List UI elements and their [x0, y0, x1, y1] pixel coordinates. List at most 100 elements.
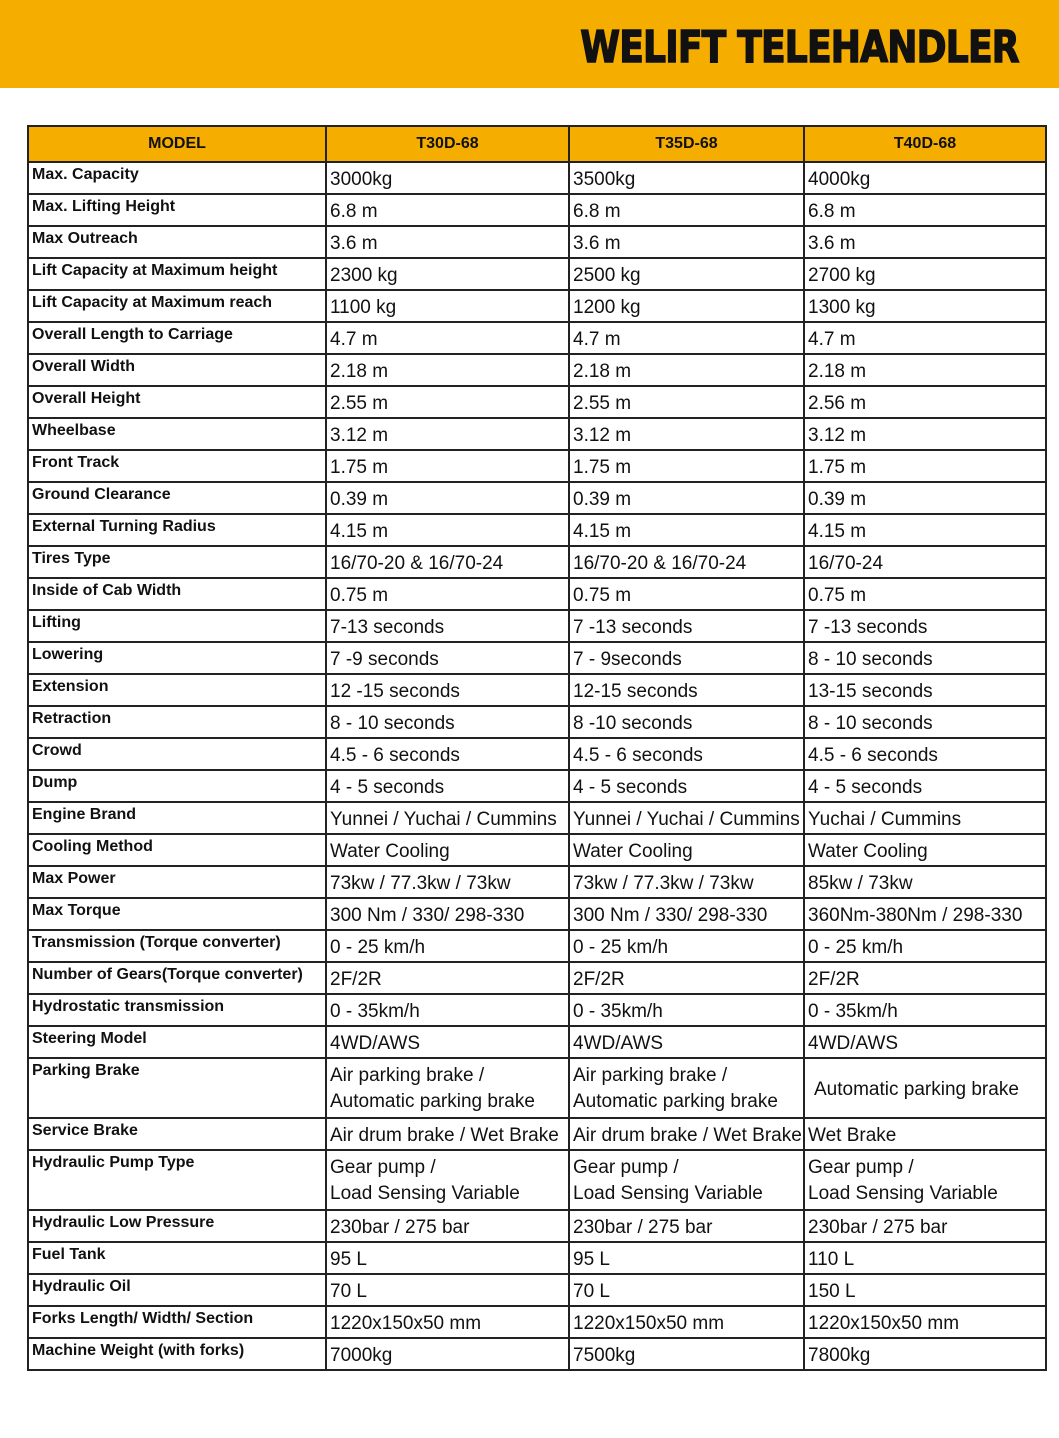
- table-row: Ground Clearance 0.39 m 0.39 m 0.39 m: [27, 481, 1047, 515]
- row-label: Overall Length to Carriage: [27, 321, 327, 355]
- cell-value: 85kw / 73kw: [803, 865, 1047, 899]
- cell-value: 7 -9 seconds: [325, 641, 570, 675]
- cell-value: 300 Nm / 330/ 298-330: [568, 897, 805, 931]
- spec-table: MODEL T30D-68 T35D-68 T40D-68 Max. Capac…: [27, 125, 1047, 1371]
- cell-value: 7-13 seconds: [325, 609, 570, 643]
- cell-value: 3.12 m: [325, 417, 570, 451]
- row-label: Lift Capacity at Maximum reach: [27, 289, 327, 323]
- cell-value: 8 - 10 seconds: [803, 705, 1047, 739]
- row-label: Max Torque: [27, 897, 327, 931]
- table-row: Transmission (Torque converter) 0 - 25 km…: [27, 929, 1047, 963]
- cell-value: 4.7 m: [325, 321, 570, 355]
- cell-value: 230bar / 275 bar: [325, 1209, 570, 1243]
- cell-value: 4.15 m: [568, 513, 805, 547]
- cell-value: 13-15 seconds: [803, 673, 1047, 707]
- cell-value: 8 -10 seconds: [568, 705, 805, 739]
- header-t30d: T30D-68: [325, 125, 570, 163]
- cell-value: Gear pump / Load Sensing Variable: [803, 1149, 1047, 1211]
- cell-value: 2300 kg: [325, 257, 570, 291]
- cell-value: 3.12 m: [803, 417, 1047, 451]
- cell-value: 6.8 m: [568, 193, 805, 227]
- cell-value: 4.5 - 6 seconds: [568, 737, 805, 771]
- cell-value: 73kw / 77.3kw / 73kw: [325, 865, 570, 899]
- row-label: Front Track: [27, 449, 327, 483]
- header-t40d: T40D-68: [803, 125, 1047, 163]
- row-label: Engine Brand: [27, 801, 327, 835]
- table-row: Max. Capacity 3000kg 3500kg 4000kg: [27, 161, 1047, 195]
- cell-value: 3.6 m: [803, 225, 1047, 259]
- cell-value: 1100 kg: [325, 289, 570, 323]
- cell-value: 3.6 m: [325, 225, 570, 259]
- cell-value: 1220x150x50 mm: [325, 1305, 570, 1339]
- cell-value: 16/70-24: [803, 545, 1047, 579]
- cell-value: 0 - 35km/h: [568, 993, 805, 1027]
- row-label: Fuel Tank: [27, 1241, 327, 1275]
- cell-value: 8 - 10 seconds: [803, 641, 1047, 675]
- row-label: Hydraulic Low Pressure: [27, 1209, 327, 1243]
- cell-value: 4.15 m: [325, 513, 570, 547]
- table-row: Parking Brake Air parking brake / Automati…: [27, 1057, 1047, 1119]
- cell-value: 300 Nm / 330/ 298-330: [325, 897, 570, 931]
- cell-value: 4.5 - 6 seconds: [325, 737, 570, 771]
- cell-value: 360Nm-380Nm / 298-330: [803, 897, 1047, 931]
- cell-value: Gear pump / Load Sensing Variable: [568, 1149, 805, 1211]
- cell-value: Water Cooling: [325, 833, 570, 867]
- cell-value: Air drum brake / Wet Brake: [325, 1117, 570, 1151]
- cell-value: 4 - 5 seconds: [325, 769, 570, 803]
- table-row: Front Track 1.75 m 1.75 m 1.75 m: [27, 449, 1047, 483]
- table-row: Tires Type 16/70-20 & 16/70-24 16/70-20 & …: [27, 545, 1047, 579]
- table-row: Service Brake Air drum brake / Wet Brake A…: [27, 1117, 1047, 1151]
- table-row: Hydrostatic transmission 0 - 35km/h 0 - 35…: [27, 993, 1047, 1027]
- cell-value: 0 - 25 km/h: [803, 929, 1047, 963]
- cell-value: 2700 kg: [803, 257, 1047, 291]
- table-row: Hydraulic Low Pressure 230bar / 275 bar 23…: [27, 1209, 1047, 1243]
- table-row: Max. Lifting Height 6.8 m 6.8 m 6.8 m: [27, 193, 1047, 227]
- row-label: Number of Gears(Torque converter): [27, 961, 327, 995]
- row-label: Max. Lifting Height: [27, 193, 327, 227]
- row-label: External Turning Radius: [27, 513, 327, 547]
- cell-value: 1300 kg: [803, 289, 1047, 323]
- cell-value: 2F/2R: [803, 961, 1047, 995]
- cell-value: 4000kg: [803, 161, 1047, 195]
- cell-value: Air parking brake / Automatic parking bra…: [325, 1057, 570, 1119]
- table-row: Crowd 4.5 - 6 seconds 4.5 - 6 seconds 4.5 -…: [27, 737, 1047, 771]
- cell-value: 3.6 m: [568, 225, 805, 259]
- cell-value: Water Cooling: [568, 833, 805, 867]
- cell-line: Load Sensing Variable: [573, 1183, 763, 1204]
- cell-value: 0.75 m: [325, 577, 570, 611]
- row-label: Max. Capacity: [27, 161, 327, 195]
- cell-value: 4WD/AWS: [325, 1025, 570, 1059]
- cell-line: Air parking brake /: [573, 1065, 728, 1086]
- cell-value: 6.8 m: [325, 193, 570, 227]
- cell-value: 1.75 m: [325, 449, 570, 483]
- row-label: Max Outreach: [27, 225, 327, 259]
- row-label: Crowd: [27, 737, 327, 771]
- table-row: Cooling Method Water Cooling Water Cooling…: [27, 833, 1047, 867]
- row-label: Lift Capacity at Maximum height: [27, 257, 327, 291]
- cell-value: 110 L: [803, 1241, 1047, 1275]
- table-row: Wheelbase 3.12 m 3.12 m 3.12 m: [27, 417, 1047, 451]
- cell-value: 2.55 m: [568, 385, 805, 419]
- cell-value: Automatic parking brake: [803, 1057, 1047, 1119]
- row-label: Extension: [27, 673, 327, 707]
- row-label: Forks Length/ Width/ Section: [27, 1305, 327, 1339]
- cell-value: 1220x150x50 mm: [803, 1305, 1047, 1339]
- cell-value: 4WD/AWS: [803, 1025, 1047, 1059]
- cell-value: Wet Brake: [803, 1117, 1047, 1151]
- cell-value: 16/70-20 & 16/70-24: [568, 545, 805, 579]
- cell-value: 7800kg: [803, 1337, 1047, 1371]
- cell-value: 70 L: [568, 1273, 805, 1307]
- table-row: Hydraulic Pump Type Gear pump / Load Sensi…: [27, 1149, 1047, 1211]
- cell-value: 230bar / 275 bar: [803, 1209, 1047, 1243]
- row-label: Dump: [27, 769, 327, 803]
- cell-value: 2.55 m: [325, 385, 570, 419]
- cell-line: Air parking brake /: [330, 1065, 485, 1086]
- table-row: Fuel Tank 95 L 95 L 110 L: [27, 1241, 1047, 1275]
- cell-value: 95 L: [325, 1241, 570, 1275]
- row-label: Hydraulic Oil: [27, 1273, 327, 1307]
- cell-value: 1.75 m: [568, 449, 805, 483]
- table-header-row: MODEL T30D-68 T35D-68 T40D-68: [27, 125, 1047, 163]
- row-label: Machine Weight (with forks): [27, 1337, 327, 1371]
- table-row: Engine Brand Yunnei / Yuchai / Cummins Yun…: [27, 801, 1047, 835]
- cell-value: 0 - 25 km/h: [568, 929, 805, 963]
